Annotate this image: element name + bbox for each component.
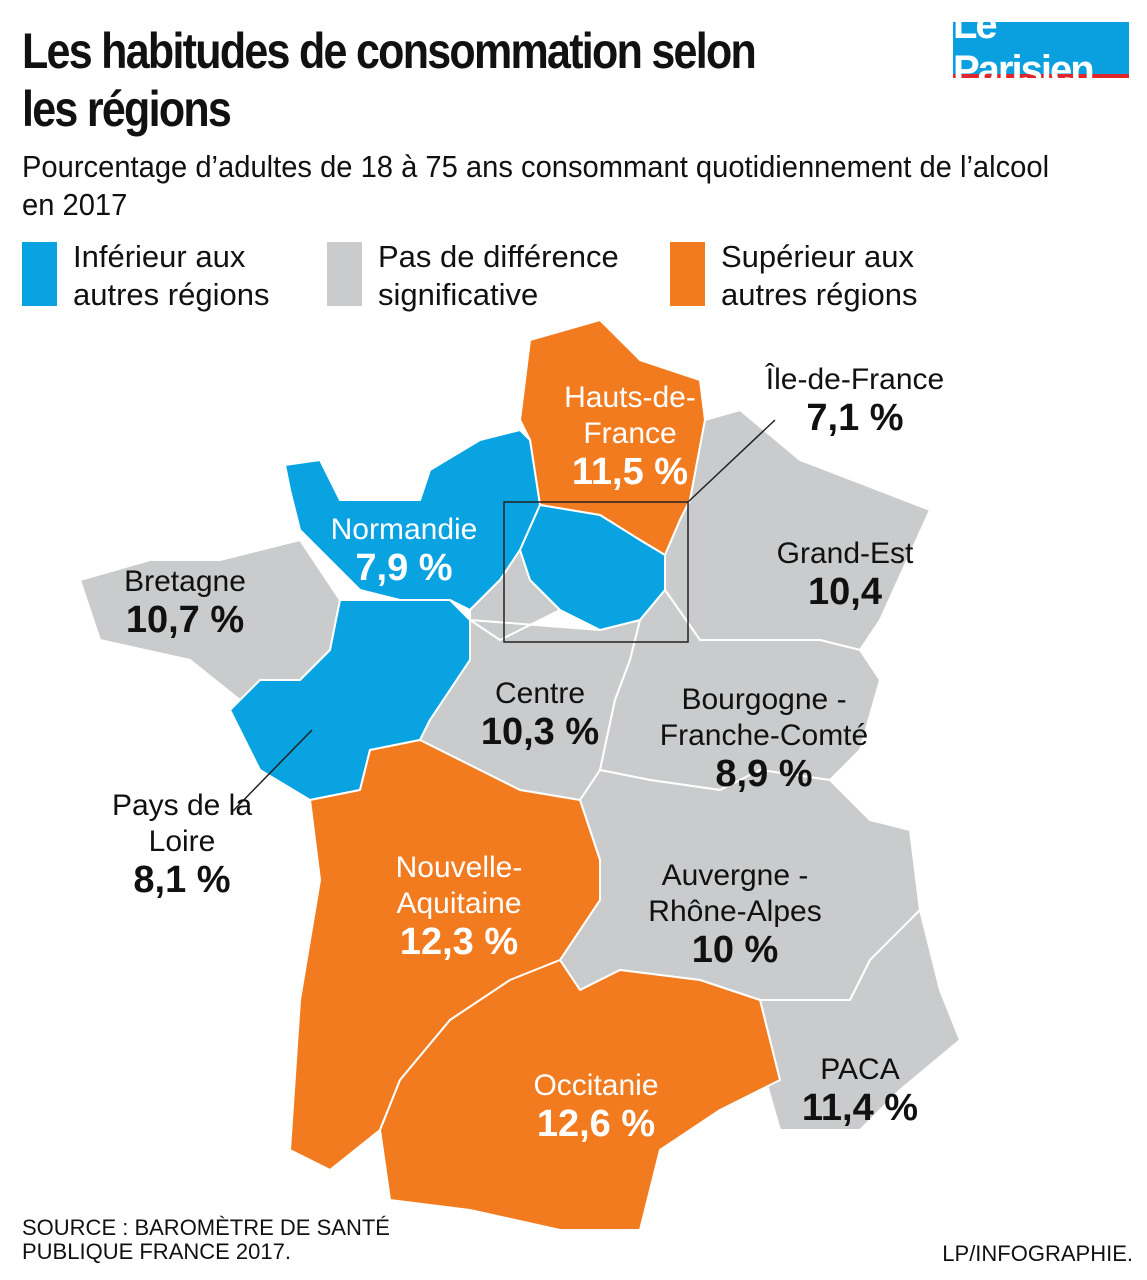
label-bourgogne-franche-comte: Bourgogne - Franche-Comté 8,9 % [639,682,889,794]
region-name: Bretagne [124,565,246,598]
label-paca: PACA 11,4 % [802,1052,918,1128]
label-normandie: Normandie 7,9 % [331,512,478,588]
pays-de-la-loire-leader-line [231,729,313,813]
region-value: 10,7 % [125,599,245,641]
legend-lower: Inférieur aux autres régions [22,238,303,314]
legend-label: Supérieur aux autres régions [721,239,918,312]
source-note: SOURCE : BAROMÈTRE DE SANTÉ PUBLIQUE FRA… [22,1215,390,1264]
region-value: 10,4 [808,571,882,613]
region-value: 8,1 % [133,859,231,901]
label-hauts-de-france: Hauts-de-France 11,5 % [555,380,705,492]
region-value: 11,4 % [801,1087,919,1129]
region-name: Occitanie [533,1069,659,1102]
region-value: 12,3 % [399,921,519,963]
region-value: 10,3 % [480,711,600,753]
label-nouvelle-aquitaine: Nouvelle-Aquitaine 12,3 % [374,850,544,962]
region-value: 10 % [691,929,779,971]
region-name: Normandie [330,513,478,546]
region-name: Centre [494,677,586,710]
legend-nodiff: Pas de différence significative [327,238,658,314]
region-name: Pays de la Loire [111,789,253,858]
ile-de-france-inset-frame [503,501,689,643]
label-bretagne: Bretagne 10,7 % [124,564,246,640]
label-ile-de-france: Île-de-France 7,1 % [766,362,944,438]
region-value: 11,5 % [571,451,689,493]
title: Les habitudes de consommation selon les … [22,23,757,137]
region-bourgogne-franche-comte [599,589,881,791]
region-name: Hauts-de-France [564,381,696,450]
label-pays-de-la-loire: Pays de la Loire 8,1 % [107,788,257,900]
region-value: 7,9 % [355,547,453,589]
ile-de-france-leader-line [687,419,776,503]
region-value: 8,9 % [715,753,813,795]
label-occitanie: Occitanie 12,6 % [533,1068,658,1144]
label-centre: Centre 10,3 % [481,676,599,752]
legend-swatch [327,242,362,306]
region-name: Bourgogne - Franche-Comté [659,683,869,752]
region-occitanie [379,959,781,1231]
legend-swatch [670,242,705,306]
region-value: 12,6 % [536,1103,656,1145]
label-grand-est: Grand-Est 10,4 [777,536,914,612]
region-name: Auvergne - Rhône-Alpes [648,859,822,928]
credit: LP/INFOGRAPHIE. [942,1241,1133,1266]
legend-label: Pas de différence significative [378,239,619,312]
region-value: 7,1 % [806,397,904,439]
region-name: Nouvelle-Aquitaine [395,851,523,920]
legend-swatch [22,242,57,306]
legend-higher: Supérieur aux autres régions [670,238,961,314]
region-name: Grand-Est [776,537,914,570]
region-name: Île-de-France [765,363,945,396]
region-name: PACA [820,1053,900,1086]
legend-label: Inférieur aux autres régions [73,239,270,312]
label-auvergne-rhone-alpes: Auvergne - Rhône-Alpes 10 % [635,858,835,970]
subtitle: Pourcentage d’adultes de 18 à 75 ans con… [22,149,1050,222]
